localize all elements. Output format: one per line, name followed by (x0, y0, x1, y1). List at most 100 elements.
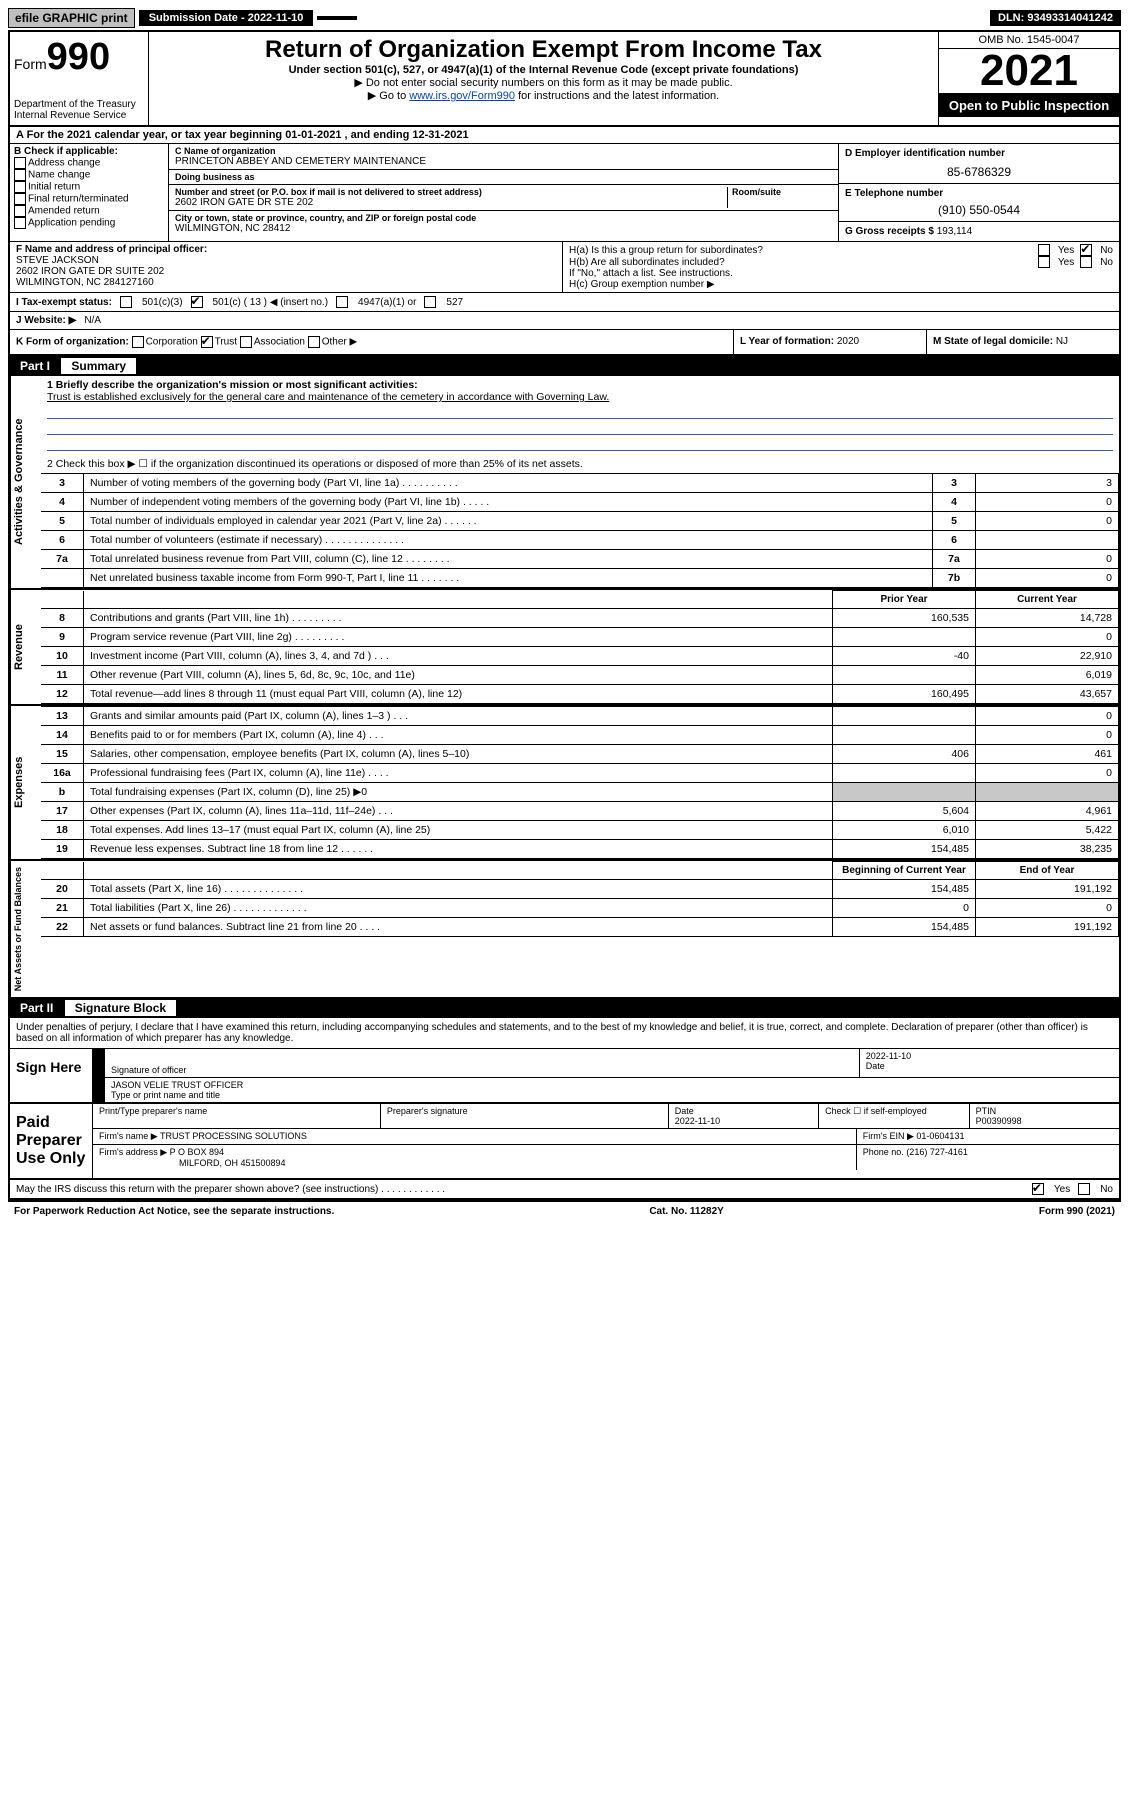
table-row: 15Salaries, other compensation, employee… (41, 745, 1119, 764)
part1-header: Part I Summary (10, 356, 1119, 376)
table-row: 13Grants and similar amounts paid (Part … (41, 707, 1119, 726)
table-row: 11Other revenue (Part VIII, column (A), … (41, 666, 1119, 685)
year-formation: 2020 (837, 336, 859, 347)
officer-print-name: JASON VELIE TRUST OFFICER (111, 1080, 1113, 1090)
chk-4947[interactable] (336, 296, 348, 308)
row-i-tax-status: I Tax-exempt status: 501(c)(3) 501(c) ( … (10, 293, 1119, 312)
chk-hb-yes[interactable] (1038, 256, 1050, 268)
vtab-netassets: Net Assets or Fund Balances (10, 861, 41, 997)
vtab-revenue: Revenue (10, 590, 41, 704)
netassets-table: Beginning of Current YearEnd of Year 20T… (41, 861, 1119, 937)
row-j-website: J Website: ▶ N/A (10, 312, 1119, 330)
chk-other[interactable] (308, 336, 320, 348)
state-domicile: NJ (1056, 336, 1068, 347)
officer-addr2: WILMINGTON, NC 284127160 (16, 277, 556, 288)
topbar: efile GRAPHIC print Submission Date - 20… (8, 8, 1121, 28)
expenses-table: 13Grants and similar amounts paid (Part … (41, 706, 1119, 859)
chk-527[interactable] (424, 296, 436, 308)
chk-initial[interactable] (14, 181, 26, 193)
declaration: Under penalties of perjury, I declare th… (10, 1018, 1119, 1049)
table-row: 7aTotal unrelated business revenue from … (41, 550, 1119, 569)
ptin: P00390998 (976, 1116, 1113, 1126)
may-irs-discuss: May the IRS discuss this return with the… (10, 1180, 1119, 1200)
chk-may-yes[interactable] (1032, 1183, 1044, 1195)
ein-box: D Employer identification number 85-6786… (839, 144, 1119, 184)
street-box: Number and street (or P.O. box if mail i… (169, 185, 838, 211)
form-container: Form990 Department of the Treasury Inter… (8, 30, 1121, 1202)
arrow-icon (93, 1078, 105, 1102)
footer-right: Form 990 (2021) (1039, 1206, 1115, 1217)
col-b-checkboxes: B Check if applicable: Address change Na… (10, 144, 169, 241)
phone: (910) 550-0544 (845, 203, 1113, 217)
footer-left: For Paperwork Reduction Act Notice, see … (14, 1206, 334, 1217)
chk-name[interactable] (14, 169, 26, 181)
form-number-cell: Form990 Department of the Treasury Inter… (10, 32, 149, 125)
chk-assoc[interactable] (240, 336, 252, 348)
org-name-box: C Name of organization PRINCETON ABBEY A… (169, 144, 838, 170)
form-title: Return of Organization Exempt From Incom… (153, 36, 934, 64)
vtab-activities: Activities & Governance (10, 376, 41, 588)
dba-box: Doing business as (169, 170, 838, 185)
firm-name: TRUST PROCESSING SOLUTIONS (160, 1131, 307, 1141)
mission-text: Trust is established exclusively for the… (47, 391, 1113, 403)
phone-box: E Telephone number (910) 550-0544 (839, 184, 1119, 222)
chk-may-no[interactable] (1078, 1183, 1090, 1195)
sign-date: 2022-11-10 (866, 1051, 1113, 1061)
chk-final[interactable] (14, 193, 26, 205)
year-cell: OMB No. 1545-0047 2021 Open to Public In… (938, 32, 1119, 125)
irs-link[interactable]: www.irs.gov/Form990 (409, 90, 515, 102)
spacer (317, 16, 357, 20)
website-value: N/A (84, 315, 101, 326)
revenue-table: Prior YearCurrent Year 8Contributions an… (41, 590, 1119, 704)
table-row: 22Net assets or fund balances. Subtract … (41, 918, 1119, 937)
chk-pending[interactable] (14, 217, 26, 229)
chk-hb-no[interactable] (1080, 256, 1092, 268)
table-row: 4Number of independent voting members of… (41, 493, 1119, 512)
paid-preparer-label: Paid Preparer Use Only (10, 1104, 93, 1178)
footer-mid: Cat. No. 11282Y (649, 1206, 723, 1217)
vtab-expenses: Expenses (10, 706, 41, 859)
tax-year: 2021 (939, 49, 1119, 94)
chk-address[interactable] (14, 157, 26, 169)
chk-501c[interactable] (191, 296, 203, 308)
sign-here-row: Sign Here Signature of officer 2022-11-1… (10, 1049, 1119, 1104)
chk-501c3[interactable] (120, 296, 132, 308)
col-d: D Employer identification number 85-6786… (838, 144, 1119, 241)
block-bcd: B Check if applicable: Address change Na… (10, 144, 1119, 242)
gross-receipts: 193,114 (937, 226, 972, 237)
expenses-section: Expenses 13Grants and similar amounts pa… (10, 706, 1119, 861)
ein: 85-6786329 (845, 165, 1113, 179)
paid-preparer-row: Paid Preparer Use Only Print/Type prepar… (10, 1104, 1119, 1180)
revenue-section: Revenue Prior YearCurrent Year 8Contribu… (10, 590, 1119, 706)
col-b-label: B Check if applicable: (14, 146, 164, 157)
open-public: Open to Public Inspection (939, 94, 1119, 117)
firm-addr2: MILFORD, OH 451500894 (99, 1158, 850, 1168)
chk-ha-yes[interactable] (1038, 244, 1050, 256)
gross-box: G Gross receipts $ 193,114 (839, 222, 1119, 241)
efile-button[interactable]: efile GRAPHIC print (8, 8, 135, 28)
row-k: K Form of organization: Corporation Trus… (10, 330, 1119, 356)
col-c: C Name of organization PRINCETON ABBEY A… (169, 144, 838, 241)
hc-group-exemption: H(c) Group exemption number ▶ (569, 279, 1113, 290)
table-row: 20Total assets (Part X, line 16) . . . .… (41, 880, 1119, 899)
table-row: 14Benefits paid to or for members (Part … (41, 726, 1119, 745)
table-row: bTotal fundraising expenses (Part IX, co… (41, 783, 1119, 802)
title-cell: Return of Organization Exempt From Incom… (149, 32, 938, 125)
street: 2602 IRON GATE DR STE 202 (175, 197, 727, 208)
chk-corp[interactable] (132, 336, 144, 348)
firm-addr1: P O BOX 894 (170, 1147, 224, 1157)
table-row: 10Investment income (Part VIII, column (… (41, 647, 1119, 666)
table-row: 9Program service revenue (Part VIII, lin… (41, 628, 1119, 647)
instr-link: ▶ Go to www.irs.gov/Form990 for instruct… (153, 89, 934, 102)
q2: 2 Check this box ▶ ☐ if the organization… (41, 455, 1119, 473)
firm-phone: (216) 727-4161 (906, 1147, 968, 1157)
table-row: 12Total revenue—add lines 8 through 11 (… (41, 685, 1119, 704)
table-row: 3Number of voting members of the governi… (41, 474, 1119, 493)
city: WILMINGTON, NC 28412 (175, 223, 832, 234)
table-row: 18Total expenses. Add lines 13–17 (must … (41, 821, 1119, 840)
chk-trust[interactable] (201, 336, 213, 348)
dln: DLN: 93493314041242 (990, 10, 1121, 26)
chk-amended[interactable] (14, 205, 26, 217)
h-questions: H(a) Is this a group return for subordin… (563, 242, 1119, 292)
chk-ha-no[interactable] (1080, 244, 1092, 256)
